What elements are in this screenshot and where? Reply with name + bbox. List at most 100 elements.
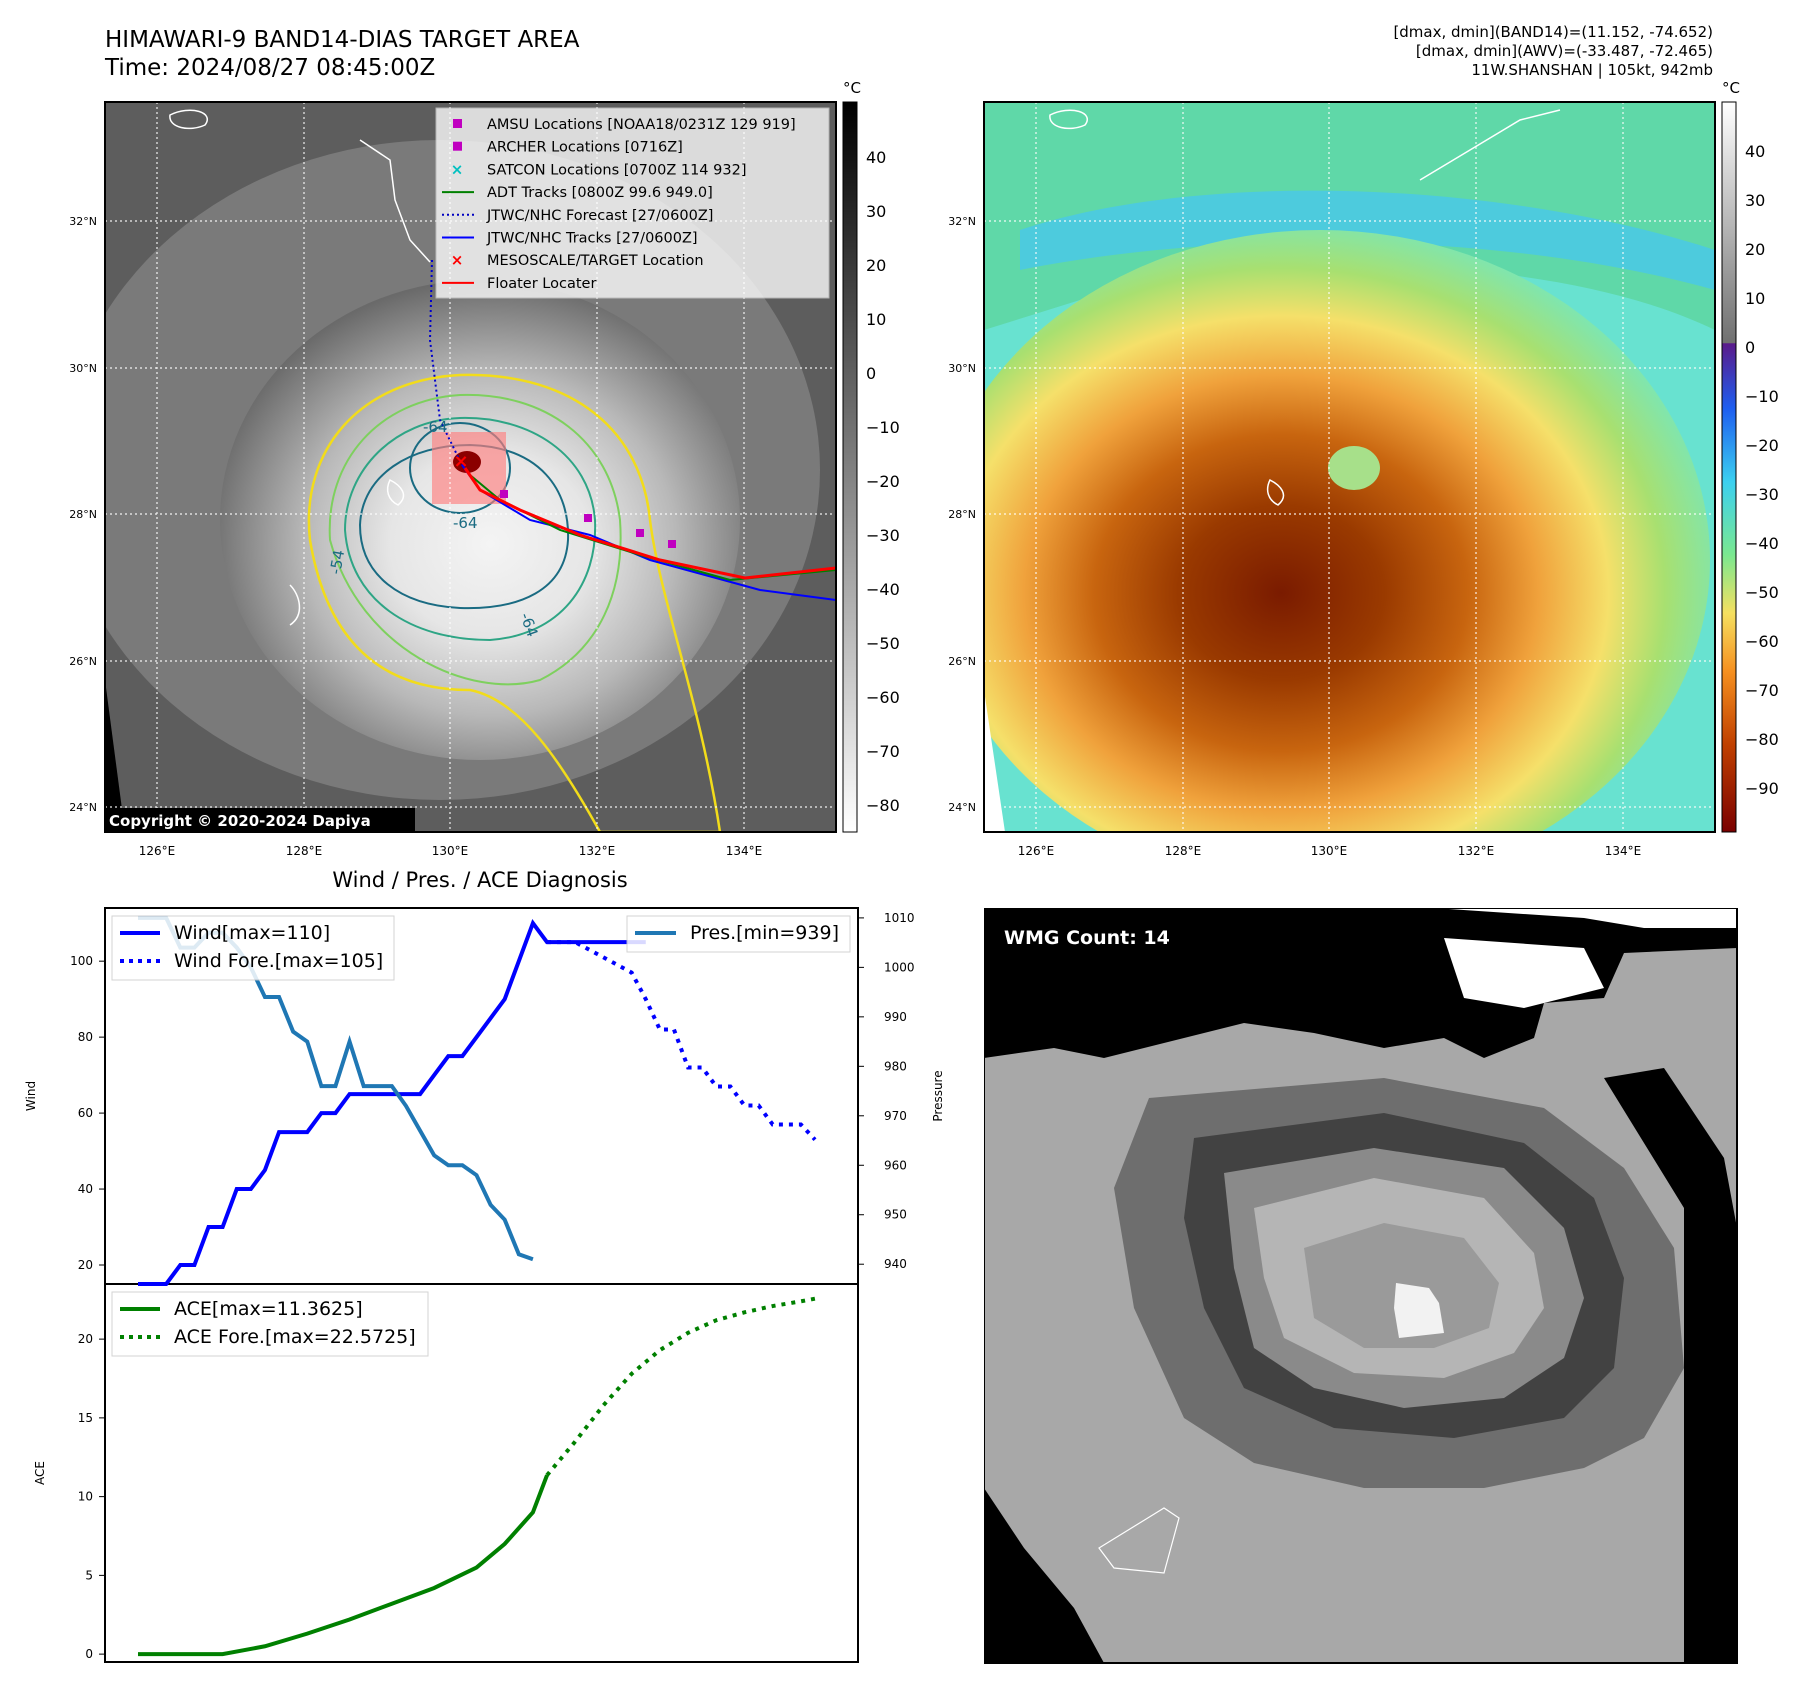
lon-label: 134°E xyxy=(726,844,763,858)
lon-label: 134°E xyxy=(1605,844,1642,858)
wind-forecast-series xyxy=(547,940,817,1142)
eye-wv xyxy=(1328,446,1380,490)
wind-tick-label: 80 xyxy=(78,1030,93,1044)
legend-ace: ACE[max=11.3625] xyxy=(174,1298,363,1320)
ir-legend xyxy=(435,107,830,299)
wv-colorbar-tick: 10 xyxy=(1745,289,1765,308)
wv-colorbar-tick: −80 xyxy=(1745,730,1779,749)
wind-tick-label: 100 xyxy=(70,954,93,968)
wv-colorbar-tick: 20 xyxy=(1745,240,1765,259)
pressure-tick-label: 940 xyxy=(884,1257,907,1271)
ir-colorbar-tick: −60 xyxy=(866,688,900,707)
lon-label: 128°E xyxy=(286,844,323,858)
legend-label: MESOSCALE/TARGET Location xyxy=(487,253,704,269)
lat-label: 28°N xyxy=(948,508,976,521)
floater-track xyxy=(463,467,836,580)
ir-map-panel: × AMSU Locations [NOAA18/0231Z 129 919]A… xyxy=(69,79,1779,858)
wv-colorbar-tick: 30 xyxy=(1745,191,1765,210)
band14-range: [dmax, dmin](BAND14)=(11.152, -74.652) xyxy=(1393,23,1713,41)
lat-label: 32°N xyxy=(948,215,976,228)
legend-label: Floater Locater xyxy=(487,276,596,292)
ir-legend-items: AMSU Locations [NOAA18/0231Z 129 919] ARC… xyxy=(442,117,796,292)
wv-colorbar-tick: −30 xyxy=(1745,485,1779,504)
wind-tick-label: 60 xyxy=(78,1106,93,1120)
pressure-tick-label: 990 xyxy=(884,1010,907,1024)
copyright-text: Copyright © 2020-2024 Dapiya xyxy=(109,812,371,830)
legend-label: SATCON Locations [0700Z 114 932] xyxy=(487,162,746,178)
ir-colorbar-tick: 40 xyxy=(866,148,886,167)
lon-label: 128°E xyxy=(1165,844,1202,858)
legend-wind: Wind[max=110] xyxy=(174,922,330,944)
contour-label: -64 xyxy=(423,418,448,436)
ir-colorbar-unit: °C xyxy=(843,79,861,97)
ir-colorbar xyxy=(842,101,858,833)
wind-legend xyxy=(111,915,395,981)
lon-label: 132°E xyxy=(1458,844,1495,858)
wv-colorbar xyxy=(1721,101,1737,833)
lon-label: 132°E xyxy=(579,844,616,858)
lat-label: 24°N xyxy=(948,801,976,814)
ace-series xyxy=(138,1474,549,1657)
lat-label: 26°N xyxy=(69,655,97,668)
legend-marker xyxy=(453,141,462,151)
contour-label: -54 xyxy=(326,548,348,575)
ir-colorbar-tick: −50 xyxy=(866,634,900,653)
wind-tick-label: 20 xyxy=(78,1258,93,1272)
ace-legend xyxy=(111,1291,429,1357)
legend-wind-forecast: Wind Fore.[max=105] xyxy=(174,950,383,972)
copyright-bg xyxy=(105,808,415,832)
legend-label: JTWC/NHC Tracks [27/0600Z] xyxy=(486,231,698,247)
typhoon-cloud-wv xyxy=(984,230,1710,832)
diagnosis-title: Wind / Pres. / ACE Diagnosis xyxy=(332,868,627,892)
ir-colorbar-tick: −80 xyxy=(866,796,900,815)
legend-label: ARCHER Locations [0716Z] xyxy=(487,140,683,156)
typhoon-cloud-ir xyxy=(220,280,740,760)
contour-teal xyxy=(343,416,597,642)
legend-pressure: Pres.[min=939] xyxy=(690,922,839,944)
lon-label: 126°E xyxy=(1018,844,1055,858)
ace-tick-label: 10 xyxy=(78,1490,93,1504)
wmg-eye xyxy=(1394,1283,1444,1338)
wind-axis-label: Wind xyxy=(24,1081,38,1111)
contour-label: -64 xyxy=(453,514,478,532)
lat-label: 24°N xyxy=(69,801,97,814)
lon-label: 126°E xyxy=(139,844,176,858)
pressure-tick-label: 1010 xyxy=(884,911,915,925)
ace-axis-label: ACE xyxy=(33,1461,47,1485)
wv-colorbar-tick: −90 xyxy=(1745,779,1779,798)
ace-forecast-series xyxy=(545,1296,816,1477)
wmg-panel: WMG Count: 14 xyxy=(984,908,1738,1664)
pressure-tick-label: 980 xyxy=(884,1059,907,1073)
ace-tick-label: 20 xyxy=(78,1332,93,1346)
legend-marker: × xyxy=(451,251,464,269)
pressure-axis-label: Pressure xyxy=(931,1070,945,1121)
ir-colorbar-tick: −40 xyxy=(866,580,900,599)
svg-text:×: × xyxy=(453,451,468,472)
ace-tick-label: 15 xyxy=(78,1411,93,1425)
jtwc-forecast-track xyxy=(428,259,463,466)
ir-colorbar-tick: −70 xyxy=(866,742,900,761)
wv-colorbar-tick: −40 xyxy=(1745,534,1779,553)
ace-tick-label: 0 xyxy=(85,1647,93,1661)
legend-marker xyxy=(453,119,462,128)
diagnosis-panel: Wind / Pres. / ACE Diagnosis Wind Pressu… xyxy=(24,868,945,1663)
timestamp: Time: 2024/08/27 08:45:00Z xyxy=(105,55,436,81)
storm-info: 11W.SHANSHAN | 105kt, 942mb xyxy=(1471,61,1713,79)
wv-colorbar-tick: −50 xyxy=(1745,583,1779,602)
lat-label: 30°N xyxy=(948,362,976,375)
page-title: HIMAWARI-9 BAND14-DIAS TARGET AREA xyxy=(105,27,580,53)
wv-colorbar-tick: 40 xyxy=(1745,142,1765,161)
pressure-tick-label: 1000 xyxy=(884,960,915,974)
lat-label: 30°N xyxy=(69,362,97,375)
wv-colorbar-unit: °C xyxy=(1722,79,1740,97)
ace-tick-label: 5 xyxy=(85,1568,93,1582)
ir-colorbar-tick: 20 xyxy=(866,256,886,275)
awv-range: [dmax, dmin](AWV)=(-33.487, -72.465) xyxy=(1415,42,1713,60)
wv-colorbar-tick: −10 xyxy=(1745,387,1779,406)
pressure-tick-label: 960 xyxy=(884,1158,907,1172)
pressure-tick-label: 950 xyxy=(884,1208,907,1222)
ir-colorbar-tick: 0 xyxy=(866,364,876,383)
contour-yellow xyxy=(307,373,722,832)
lat-label: 26°N xyxy=(948,655,976,668)
lon-label: 130°E xyxy=(432,844,469,858)
